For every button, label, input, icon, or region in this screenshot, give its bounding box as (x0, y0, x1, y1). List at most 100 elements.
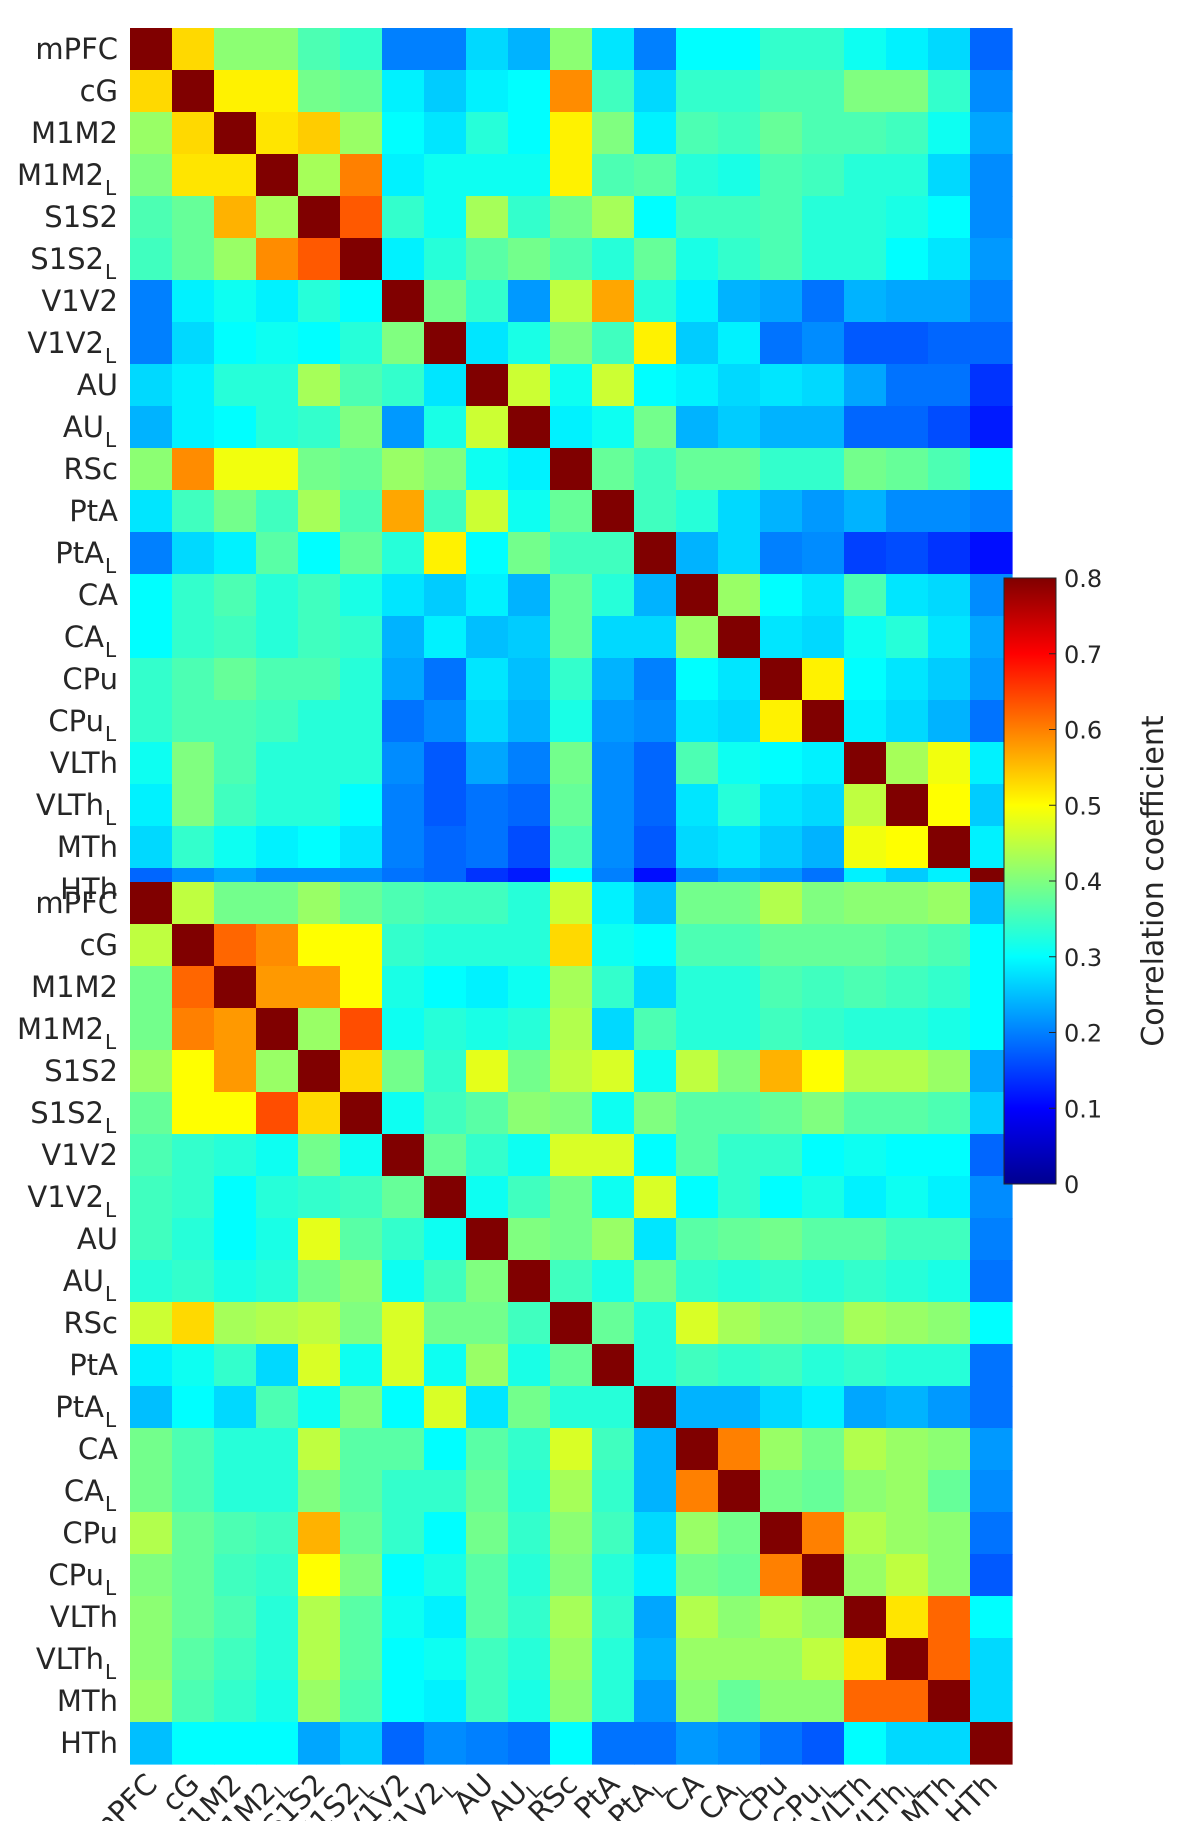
heatmap-cell (718, 1176, 761, 1219)
row-label: S1S2 (30, 242, 104, 276)
heatmap-cell (382, 616, 425, 659)
heatmap-cell (382, 70, 425, 113)
heatmap-cell (592, 154, 635, 197)
heatmap-cell (382, 364, 425, 407)
row-label: V1V2 (41, 284, 118, 318)
heatmap-cell (718, 574, 761, 617)
heatmap-cell (256, 1512, 299, 1555)
heatmap-cell (508, 1596, 551, 1639)
heatmap-cell (550, 658, 593, 701)
heatmap-cell (550, 196, 593, 239)
heatmap-cell (214, 826, 257, 869)
heatmap-cell (256, 742, 299, 785)
heatmap-cell (172, 1260, 215, 1303)
heatmap-cell (592, 280, 635, 323)
heatmap-cell (634, 742, 677, 785)
heatmap-cell (634, 70, 677, 113)
heatmap-cell (256, 1680, 299, 1723)
heatmap-cell (970, 112, 1013, 155)
heatmap-cell (676, 1386, 719, 1429)
heatmap-cell (844, 658, 887, 701)
heatmap-cell (466, 742, 509, 785)
heatmap-cell (844, 154, 887, 197)
row-label: AU (77, 1222, 118, 1256)
heatmap-cell (340, 1134, 383, 1177)
heatmap-cell (508, 280, 551, 323)
heatmap-cell (172, 1638, 215, 1681)
heatmap-cell (802, 1344, 845, 1387)
heatmap-cell (508, 1638, 551, 1681)
heatmap-cell (508, 196, 551, 239)
heatmap-cell (466, 196, 509, 239)
heatmap-cell (676, 1176, 719, 1219)
heatmap-cell (214, 1218, 257, 1261)
heatmap-cell (466, 1428, 509, 1471)
heatmap-cell (928, 1344, 971, 1387)
heatmap-cell (424, 1008, 467, 1051)
heatmap-cell (676, 1218, 719, 1261)
heatmap-cell (382, 966, 425, 1009)
heatmap-cell (550, 1008, 593, 1051)
row-label: VLTh (36, 788, 104, 822)
heatmap-cell (130, 700, 173, 743)
heatmap-cell (760, 784, 803, 827)
heatmap-cell (466, 616, 509, 659)
heatmap-cell (760, 322, 803, 365)
heatmap-cell (508, 1218, 551, 1261)
heatmap-cell (886, 1386, 929, 1429)
heatmap-cell (760, 1596, 803, 1639)
heatmap-cell (844, 238, 887, 281)
heatmap-cell (340, 406, 383, 449)
heatmap-cell (382, 1176, 425, 1219)
heatmap-cell (676, 1638, 719, 1681)
heatmap-cell (172, 112, 215, 155)
heatmap-cell (634, 154, 677, 197)
heatmap-cell (298, 1176, 341, 1219)
heatmap-cell (214, 1680, 257, 1723)
heatmap-cell (886, 1134, 929, 1177)
heatmap-cell (760, 742, 803, 785)
heatmap-cell (130, 1512, 173, 1555)
heatmap-cell (970, 1302, 1013, 1345)
heatmap-cell (760, 238, 803, 281)
heatmap-cell (214, 700, 257, 743)
heatmap-cell (718, 616, 761, 659)
heatmap-cell (256, 1008, 299, 1051)
heatmap-cell (760, 490, 803, 533)
heatmap-cell (466, 1386, 509, 1429)
heatmap-cell (508, 1512, 551, 1555)
heatmap-cell (130, 1134, 173, 1177)
heatmap-cell (676, 966, 719, 1009)
heatmap-cell (634, 28, 677, 71)
heatmap-cell (550, 490, 593, 533)
heatmap-cell (130, 1680, 173, 1723)
row-label: S1S2 (44, 200, 118, 234)
heatmap-cell (676, 882, 719, 925)
row-label: MTh (57, 1684, 118, 1718)
colorbar-tick-label: 0.7 (1064, 641, 1102, 669)
heatmap-cell (928, 406, 971, 449)
heatmap-cell (718, 1302, 761, 1345)
heatmap-cell (340, 784, 383, 827)
row-label: cG (80, 928, 118, 962)
heatmap-cell (508, 70, 551, 113)
heatmap-cell (214, 616, 257, 659)
heatmap-cell (256, 1722, 299, 1765)
heatmap-cell (760, 112, 803, 155)
heatmap-cell (256, 1596, 299, 1639)
heatmap-cell (466, 658, 509, 701)
heatmap-cell (760, 1680, 803, 1723)
heatmap-cell (550, 1722, 593, 1765)
heatmap-cell (340, 280, 383, 323)
heatmap-cell (382, 1680, 425, 1723)
row-label: M1M2 (31, 970, 118, 1004)
heatmap-cell (676, 112, 719, 155)
heatmap-cell (550, 1596, 593, 1639)
heatmap-cell (760, 826, 803, 869)
heatmap-cell (340, 1680, 383, 1723)
heatmap-cell (760, 1134, 803, 1177)
row-label-subscript: L (105, 1492, 117, 1516)
heatmap-cell (130, 826, 173, 869)
heatmap-cell (928, 784, 971, 827)
heatmap-cell (466, 1554, 509, 1597)
